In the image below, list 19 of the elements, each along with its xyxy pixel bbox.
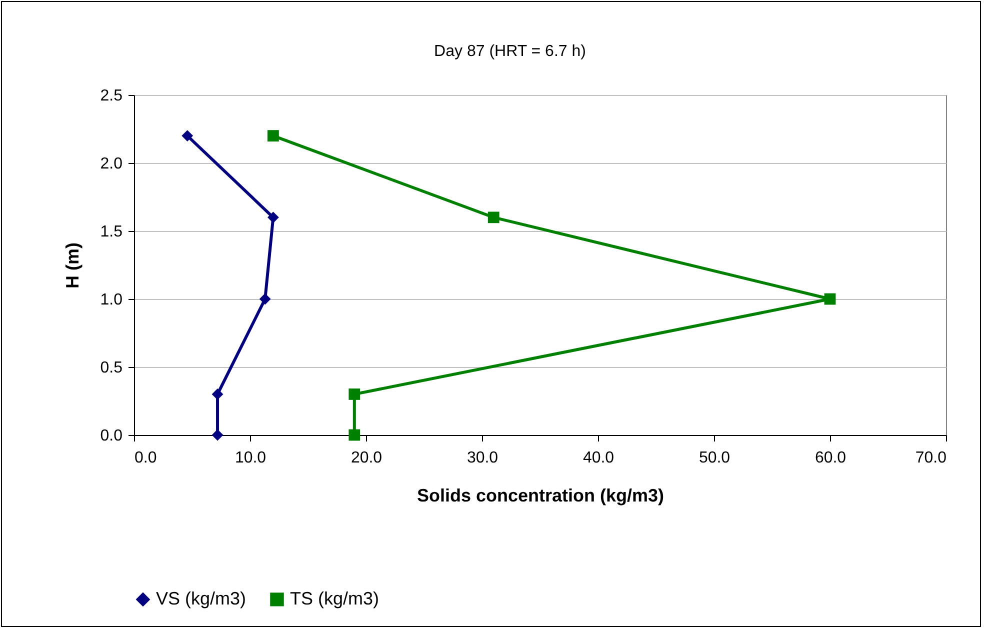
x-tick-label: 20.0 xyxy=(350,450,382,466)
x-tick-label: 60.0 xyxy=(814,450,846,466)
x-tick-label: 70.0 xyxy=(915,450,947,466)
x-tick-label: 30.0 xyxy=(466,450,498,466)
x-tick-label: 50.0 xyxy=(698,450,730,466)
legend-label: VS (kg/m3) xyxy=(156,588,246,608)
y-tick-label: 1.5 xyxy=(100,224,123,240)
y-tick-label: 1.0 xyxy=(100,292,123,308)
x-tick-label: 40.0 xyxy=(582,450,614,466)
y-axis-title: H (m) xyxy=(62,242,82,288)
x-tick-label: 0.0 xyxy=(134,450,157,466)
y-tick-label: 2.0 xyxy=(100,156,123,172)
y-tick-label: 0.0 xyxy=(100,428,123,444)
y-tick-label: 2.5 xyxy=(100,88,123,104)
x-tick-label: 10.0 xyxy=(234,450,266,466)
legend-label: TS (kg/m3) xyxy=(290,588,380,608)
x-axis-title: Solids concentration (kg/m3) xyxy=(416,486,664,506)
chart-title: Day 87 (HRT = 6.7 h) xyxy=(434,43,586,60)
y-tick-label: 0.5 xyxy=(100,360,123,376)
